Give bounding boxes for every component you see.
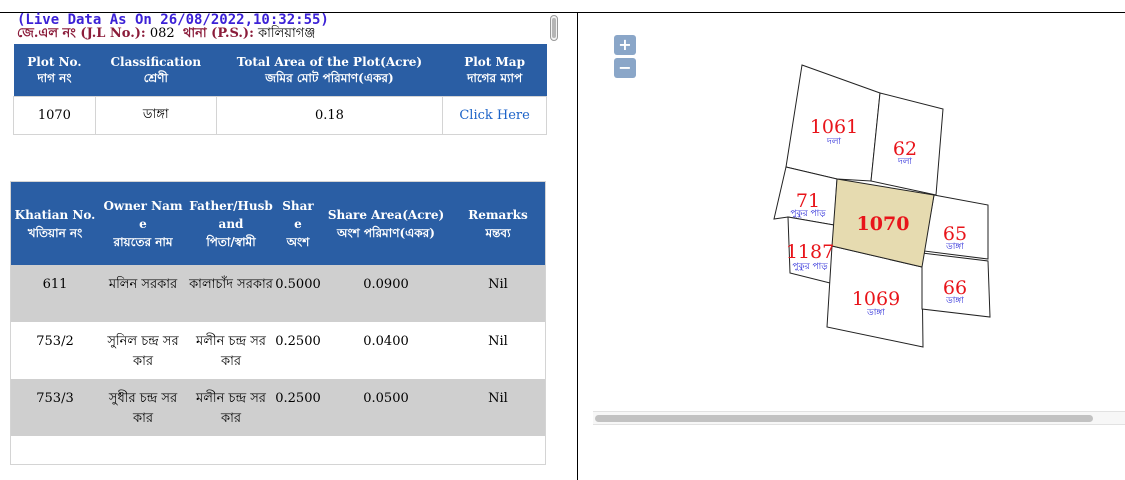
- share-area-cell: 0.0500: [321, 379, 451, 436]
- plot-label-1069: 1069: [852, 288, 900, 310]
- jl-value: 082: [149, 26, 175, 41]
- table-row: 753/2 সুনিল চন্দ্র সরকার মলীন চন্দ্র সরক…: [11, 322, 545, 379]
- plot-class-1069: ডাঙ্গা: [866, 308, 885, 318]
- share-cell: 0.2500: [275, 379, 321, 436]
- plot-class-65: ডাঙ্গা: [945, 242, 964, 252]
- plot-no-header: Plot No. দাগ নং: [13, 44, 96, 96]
- father-husband-header: Father/Husb and পিতা/স্বামী: [187, 182, 275, 265]
- table-row: 611 মলিন সরকার কালাচাঁদ সরকার 0.5000 0.0…: [11, 265, 545, 322]
- classification-cell: ডাঙ্গা: [94, 95, 217, 135]
- remarks-cell: Nil: [451, 265, 545, 322]
- share-cell: 0.5000: [275, 265, 321, 322]
- khatian-table: Khatian No. খতিয়ান নং Owner Nam e রায়তের …: [11, 182, 545, 436]
- share-area-cell: 0.0900: [321, 265, 451, 322]
- vertical-scrollbar[interactable]: [550, 15, 558, 41]
- plot-label-1070: 1070: [857, 213, 910, 235]
- plot-shape-1070[interactable]: [831, 178, 935, 268]
- remarks-cell: Nil: [451, 322, 545, 379]
- jl-ps-line: জে.এল নং (J.L No.): 082 থানা (P.S.): কাল…: [17, 26, 315, 41]
- khatian-no-cell: 753/3: [11, 379, 99, 436]
- plot-class-62: দলা: [897, 157, 912, 167]
- khatian-table-header: Khatian No. খতিয়ান নং Owner Nam e রায়তের …: [11, 182, 545, 265]
- plot-class-71: পুকুর পাড়: [790, 209, 826, 219]
- khatian-no-header: Khatian No. খতিয়ান নং: [11, 182, 99, 265]
- plot-info-table: Plot No. দাগ নং Classification শ্রেণী Tota…: [13, 44, 547, 135]
- share-area-cell: 0.0400: [321, 322, 451, 379]
- remarks-cell: Nil: [451, 379, 545, 436]
- plot-label-1187: 1187: [786, 241, 834, 263]
- father-name-cell: কালাচাঁদ সরকার: [187, 265, 275, 322]
- classification-header: Classification শ্রেণী: [95, 44, 217, 96]
- plot-class-1061: দলা: [826, 137, 841, 147]
- plot-class-66: ডাঙ্গা: [945, 296, 964, 306]
- plot-map-header: Plot Map দাগের ম্যাপ: [442, 44, 547, 96]
- plot-label-66: 66: [943, 277, 967, 299]
- remarks-header: Remarks মন্তব্য: [451, 182, 545, 265]
- plot-label-65: 65: [943, 223, 967, 245]
- owner-name-cell: মলিন সরকার: [99, 265, 187, 322]
- plot-map[interactable]: 1061 দলা 62 দলা 71 পুকুর পাড় 1070 65 ডা…: [578, 13, 1125, 408]
- jl-label: জে.এল নং (J.L No.):: [17, 26, 146, 41]
- live-data-timestamp: (Live Data As On 26/08/2022,10:32:55): [17, 12, 329, 28]
- owner-name-cell: সুনিল চন্দ্র সরকার: [99, 322, 187, 379]
- owner-name-cell: সুধীর চন্দ্র সরকার: [99, 379, 187, 436]
- khatian-no-cell: 753/2: [11, 322, 99, 379]
- total-area-cell: 0.18: [215, 95, 444, 135]
- father-name-cell: মলীন চন্দ্র সরকার: [187, 322, 275, 379]
- plot-table-header: Plot No. দাগ নং Classification শ্রেণী Tota…: [13, 44, 547, 96]
- ps-label: থানা (P.S.):: [182, 26, 254, 41]
- plot-no-cell: 1070: [13, 95, 96, 135]
- plot-label-62: 62: [893, 138, 917, 160]
- top-border: [0, 12, 1125, 13]
- pane-divider: [577, 12, 578, 480]
- father-name-cell: মলীন চন্দ্র সরকার: [187, 379, 275, 436]
- plot-map-link[interactable]: Click Here: [442, 95, 547, 135]
- zoom-out-button[interactable]: −: [614, 58, 636, 78]
- khatian-table-container: Khatian No. খতিয়ান নং Owner Nam e রায়তের …: [10, 181, 546, 465]
- khatian-no-cell: 611: [11, 265, 99, 322]
- plot-shape-66[interactable]: [921, 252, 991, 318]
- owner-name-header: Owner Nam e রায়তের নাম: [99, 182, 187, 265]
- plot-shape-1061[interactable]: [785, 64, 881, 182]
- share-area-header: Share Area(Acre) অংশ পরিমাণ(একর): [321, 182, 451, 265]
- share-cell: 0.2500: [275, 322, 321, 379]
- horizontal-scrollbar[interactable]: [593, 411, 1125, 425]
- details-pane[interactable]: (Live Data As On 26/08/2022,10:32:55) জে…: [0, 13, 577, 480]
- plot-label-71: 71: [796, 190, 820, 212]
- zoom-in-button[interactable]: +: [614, 35, 636, 55]
- ps-value: কালিয়াগঞ্জ: [258, 26, 316, 41]
- share-header: Shar e অংশ: [275, 182, 321, 265]
- plot-class-1187: পুকুর পাড়: [792, 262, 828, 272]
- table-row: 1070 ডাঙ্গা 0.18 Click Here: [13, 95, 547, 135]
- table-row: 753/3 সুধীর চন্দ্র সরকার মলীন চন্দ্র সরক…: [11, 379, 545, 436]
- plot-label-1061: 1061: [810, 116, 858, 138]
- total-area-header: Total Area of the Plot(Acre) জমির মোট পরি…: [216, 44, 443, 96]
